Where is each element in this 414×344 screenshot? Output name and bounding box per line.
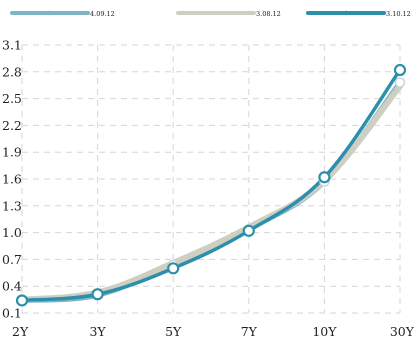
y-tick-label: 1.6 [2, 172, 22, 187]
series-line [19, 83, 403, 303]
y-tick-label: 1.3 [2, 198, 22, 213]
data-point [167, 262, 180, 275]
data-point [91, 288, 104, 301]
data-point [242, 224, 255, 237]
x-tick-label: 3Y [89, 324, 106, 339]
data-point [394, 77, 406, 88]
series-markers [15, 63, 407, 307]
y-tick-label: 0.4 [2, 279, 22, 294]
y-axis-tick-labels: 0.1 0.4 0.7 1.0 1.3 1.6 1.9 2.2 2.5 2.8 3.1 [2, 38, 22, 321]
x-tick-label: 30Y [390, 324, 414, 339]
grid [21, 44, 401, 314]
data-point [318, 171, 331, 184]
x-axis-tick-labels: 2Y 3Y 5Y 7Y 10Y 30Y [12, 324, 414, 339]
legend-marker [47, 10, 53, 16]
legend-marker [213, 10, 219, 16]
data-point [393, 63, 407, 77]
y-tick-label: 1.0 [2, 225, 22, 240]
legend-label: 4.09.12 [90, 10, 115, 18]
series-line [19, 80, 403, 303]
x-tick-label: 2Y [12, 324, 29, 339]
y-tick-label: 2.5 [2, 91, 22, 106]
x-tick-label: 5Y [165, 324, 182, 339]
legend-label: 3.08.12 [256, 10, 281, 18]
x-tick-label: 7Y [241, 324, 258, 339]
series-lines [19, 68, 403, 303]
y-tick-label: 2.2 [2, 118, 22, 133]
y-tick-label: 3.1 [2, 38, 22, 53]
series-line [20, 68, 402, 303]
legend-label: 3.10.12 [386, 10, 411, 18]
legend-marker [343, 10, 349, 16]
y-tick-label: 0.7 [2, 252, 22, 267]
y-tick-label: 2.8 [2, 64, 22, 79]
data-point [15, 294, 29, 307]
legend: 4.09.12 3.08.12 3.10.12 [10, 10, 411, 18]
y-tick-label: 0.1 [2, 306, 22, 321]
x-tick-label: 10Y [312, 324, 337, 339]
y-tick-label: 1.9 [2, 145, 22, 160]
